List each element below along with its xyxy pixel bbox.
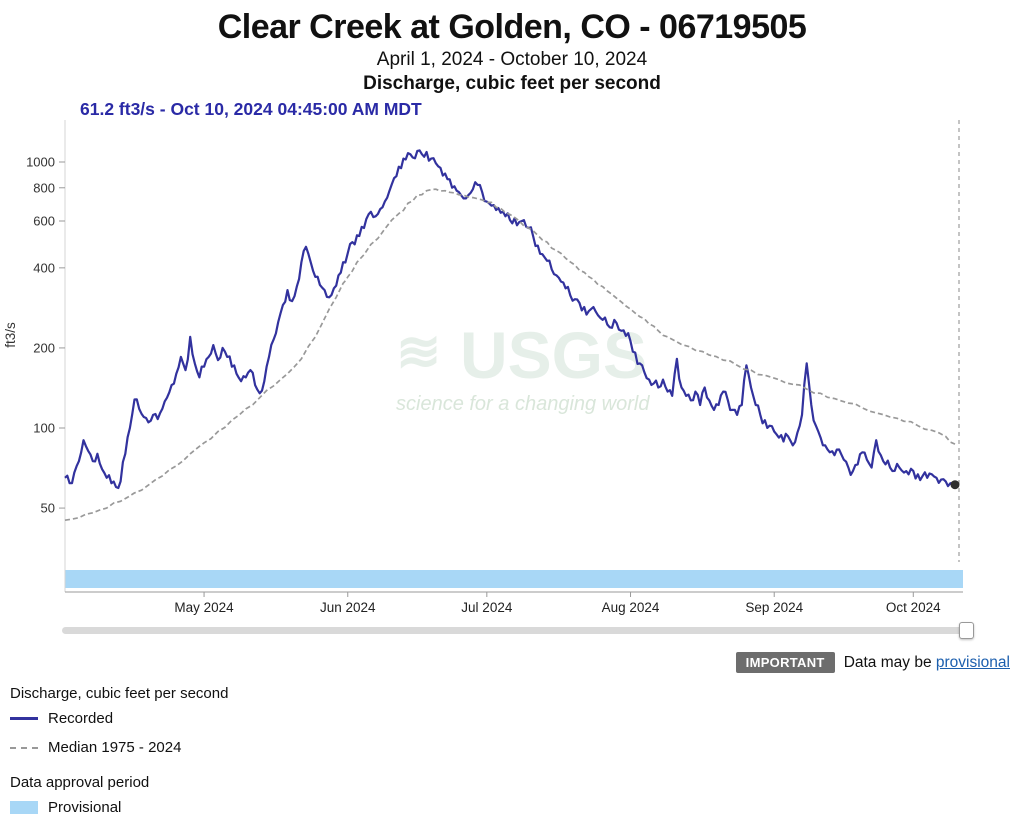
date-range: April 1, 2024 - October 10, 2024 xyxy=(376,49,648,70)
svg-text:50: 50 xyxy=(41,501,55,516)
y-axis: 50 100 200 400 600 800 1000 xyxy=(26,155,65,516)
svg-text:≋: ≋ xyxy=(396,322,441,382)
svg-text:Sep 2024: Sep 2024 xyxy=(745,600,803,615)
provisional-band-swatch xyxy=(10,801,38,814)
x-axis: May 2024 Jun 2024 Jul 2024 Aug 2024 Sep 2024… xyxy=(174,592,941,615)
svg-text:800: 800 xyxy=(33,180,55,195)
parameter-title: Discharge, cubic feet per second xyxy=(363,73,661,94)
notice-text-prefix: Data may be xyxy=(843,653,932,671)
svg-text:May 2024: May 2024 xyxy=(174,600,234,615)
median-line-swatch xyxy=(10,746,38,749)
legend-row-recorded: Recorded xyxy=(10,710,1024,727)
svg-text:1000: 1000 xyxy=(26,155,55,170)
legend: Discharge, cubic feet per second Recorde… xyxy=(10,685,1024,816)
svg-text:USGS: USGS xyxy=(460,318,647,392)
latest-point-dot[interactable] xyxy=(950,480,960,490)
provisional-band xyxy=(65,570,963,588)
recorded-label: Recorded xyxy=(48,710,114,727)
recorded-line-swatch xyxy=(10,717,38,720)
median-line xyxy=(64,188,956,522)
svg-text:100: 100 xyxy=(33,421,55,436)
recorded-line xyxy=(64,149,956,490)
legend-row-median: Median 1975 - 2024 xyxy=(10,739,1024,756)
svg-text:Aug 2024: Aug 2024 xyxy=(602,600,660,615)
legend-series-title: Discharge, cubic feet per second xyxy=(10,685,229,702)
svg-text:Jun 2024: Jun 2024 xyxy=(320,600,376,615)
svg-text:science for a changing world: science for a changing world xyxy=(396,393,650,415)
approval-period-title: Data approval period xyxy=(10,774,150,791)
median-label: Median 1975 - 2024 xyxy=(48,739,182,756)
svg-text:600: 600 xyxy=(33,214,55,229)
svg-text:200: 200 xyxy=(33,340,55,355)
y-axis-label: ft3/s xyxy=(3,322,18,348)
important-badge: IMPORTANT xyxy=(735,652,835,673)
time-slider[interactable] xyxy=(62,622,974,640)
provisional-link[interactable]: provisional xyxy=(935,653,1010,671)
page-title: Clear Creek at Golden, CO - 06719505 xyxy=(217,8,807,46)
current-reading: 61.2 ft3/s - Oct 10, 2024 04:45:00 AM MD… xyxy=(80,99,422,119)
slider-track[interactable] xyxy=(62,627,966,634)
usgs-hydrograph-page: Clear Creek at Golden, CO - 06719505 Apr… xyxy=(0,8,1024,816)
svg-text:Oct 2024: Oct 2024 xyxy=(886,600,941,615)
svg-text:Jul 2024: Jul 2024 xyxy=(461,600,513,615)
legend-row-provisional: Provisional xyxy=(10,799,1024,816)
notice-text: Data may be provisional xyxy=(844,654,1010,672)
slider-handle[interactable] xyxy=(959,622,974,639)
provisional-label: Provisional xyxy=(48,799,122,816)
provisional-notice-row: IMPORTANT Data may be provisional xyxy=(0,652,1010,673)
svg-text:400: 400 xyxy=(33,260,55,275)
